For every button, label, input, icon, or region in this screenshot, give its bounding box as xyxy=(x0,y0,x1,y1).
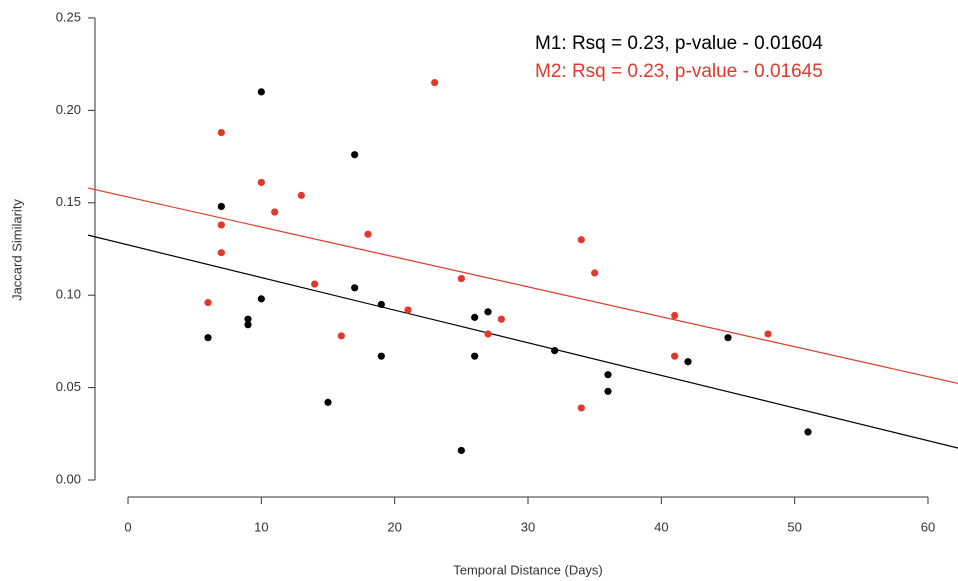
point xyxy=(671,311,679,320)
regression-line xyxy=(87,234,958,449)
annotation: M1: Rsq = 0.23, p-value - 0.01604 xyxy=(535,33,823,54)
point xyxy=(351,151,359,159)
point xyxy=(324,398,332,406)
point xyxy=(404,306,412,314)
x-tick-label: 50 xyxy=(787,519,801,534)
x-axis-title: Temporal Distance (Days) xyxy=(453,562,603,577)
point xyxy=(804,428,812,436)
point xyxy=(204,298,212,307)
point xyxy=(217,128,225,137)
point xyxy=(337,332,345,340)
point xyxy=(577,404,585,412)
point xyxy=(604,371,612,379)
point xyxy=(364,230,372,238)
x-tick-label: 10 xyxy=(254,519,268,534)
annotation: M2: Rsq = 0.23, p-value - 0.01645 xyxy=(535,61,823,82)
point xyxy=(604,387,612,395)
point xyxy=(204,334,212,342)
point xyxy=(551,347,559,355)
y-axis-title: Jaccard Similarity xyxy=(9,199,24,301)
y-tick-label: 0.00 xyxy=(56,471,81,486)
point xyxy=(351,284,359,292)
point xyxy=(764,330,772,338)
point xyxy=(217,221,225,229)
point xyxy=(671,352,679,360)
point xyxy=(457,274,465,283)
point xyxy=(257,88,265,96)
point xyxy=(484,330,492,338)
point xyxy=(244,315,252,323)
point xyxy=(724,334,732,342)
point xyxy=(577,236,585,244)
point xyxy=(297,191,305,199)
x-tick-label: 30 xyxy=(521,519,535,534)
y-tick-label: 0.05 xyxy=(56,379,81,394)
y-tick-label: 0.10 xyxy=(56,287,81,302)
point xyxy=(244,321,252,329)
x-tick-label: 40 xyxy=(654,519,668,534)
point xyxy=(311,280,319,288)
y-tick-label: 0.25 xyxy=(56,9,81,24)
regression-line xyxy=(87,187,958,385)
point xyxy=(471,313,479,321)
point xyxy=(497,315,505,323)
y-tick-label: 0.20 xyxy=(56,102,81,117)
point xyxy=(257,295,265,303)
point xyxy=(471,352,479,360)
x-tick-label: 20 xyxy=(387,519,401,534)
point xyxy=(684,358,692,366)
point xyxy=(431,79,439,87)
point xyxy=(484,308,492,316)
x-tick-label: 0 xyxy=(124,519,131,534)
point xyxy=(217,249,225,257)
point xyxy=(377,352,385,360)
x-tick-label: 60 xyxy=(921,519,935,534)
point xyxy=(271,208,279,216)
point xyxy=(457,446,465,455)
point xyxy=(377,300,385,309)
point xyxy=(217,202,225,211)
y-tick-label: 0.15 xyxy=(56,194,81,209)
point xyxy=(591,269,599,277)
point xyxy=(257,178,265,187)
